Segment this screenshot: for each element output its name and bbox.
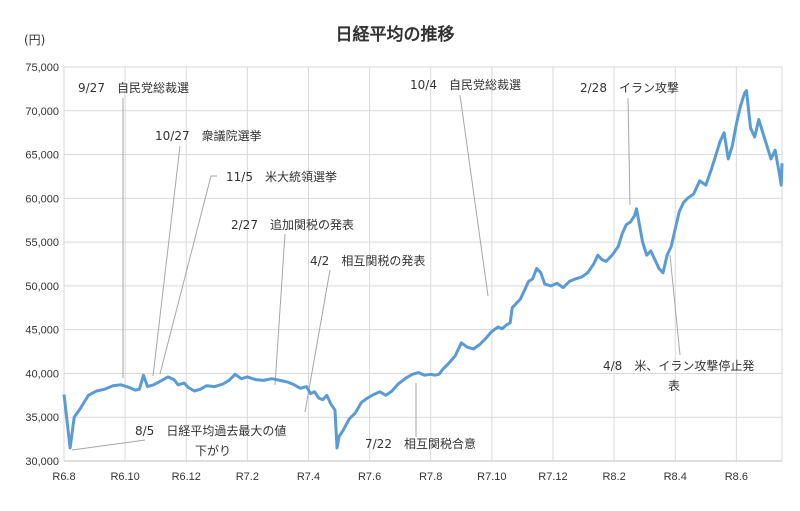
annotation-leader [159,175,217,375]
annotation-label: 11/5 米大統領選挙 [226,169,337,184]
annotation-label: 2/27 追加関税の発表 [231,217,354,232]
y-tick-label: 55,000 [25,237,59,249]
annotation-labels: 9/27 自民党総裁選 10/27 衆議院選挙 11/5 米大統領選挙 2/27 追加… [78,77,754,458]
x-tick-label: R6.12 [172,471,201,483]
chart-title: 日経平均の推移 [336,24,455,45]
y-tick-label: 45,000 [25,325,59,337]
gridlines [63,66,783,462]
annotation-label: 10/27 衆議院選挙 [155,129,262,143]
y-axis-unit: (円) [24,33,45,47]
annotation-label: 9/27 自民党総裁選 [78,80,189,95]
y-tick-label: 50,000 [25,281,59,293]
x-tick-label: R8.6 [725,471,748,483]
series-line [62,89,784,450]
x-tick-label: R6.8 [52,471,75,483]
annotation-leader [669,254,681,356]
x-tick-label: R7.6 [358,471,381,483]
x-tick-label: R7.8 [419,471,442,483]
series-group [62,89,784,450]
y-tick-label: 65,000 [25,150,59,162]
annotation-label: 表 [668,379,680,393]
y-tick-label: 70,000 [25,106,59,118]
annotation-leader [274,233,286,386]
annotation-label: 8/5 日経平均過去最大の値 [135,423,286,438]
annotation-label: 10/4 自民党総裁選 [410,77,521,92]
x-tick-label: R8.2 [602,471,625,483]
y-tick-label: 30,000 [25,456,59,468]
y-tick-label: 60,000 [25,193,59,205]
annotation-label: 下がり [195,443,231,458]
annotation-leaders [71,94,681,451]
y-tick-label: 75,000 [25,62,59,74]
x-tick-label: R7.2 [236,471,259,483]
y-tick-label: 35,000 [25,412,59,424]
annotation-label: 7/22 相互関税合意 [365,436,476,451]
x-tick-label: R7.10 [477,471,506,483]
y-tick-labels: 30,000 35,000 40,000 45,000 50,000 55,000 60,0… [25,62,59,468]
x-tick-label: R7.4 [297,471,320,483]
x-tick-label: R6.10 [110,471,139,483]
annotation-label: 4/2 相互関税の発表 [310,254,425,268]
x-tick-labels: R6.8 R6.10 R6.12 R7.2 R7.4 R7.6 R7.8 R7.10 R7.12… [52,471,748,483]
x-tick-label: R8.4 [664,471,687,483]
annotation-label: 2/28 イラン攻撃 [580,80,679,95]
annotation-leader [627,97,631,206]
annotation-leader [459,94,489,297]
y-tick-label: 40,000 [25,368,59,380]
annotation-label: 4/8 米、イラン攻撃停止発 [603,358,754,373]
annotation-leader [71,439,146,451]
x-tick-label: R7.12 [538,471,567,483]
annotation-leader [152,145,181,377]
